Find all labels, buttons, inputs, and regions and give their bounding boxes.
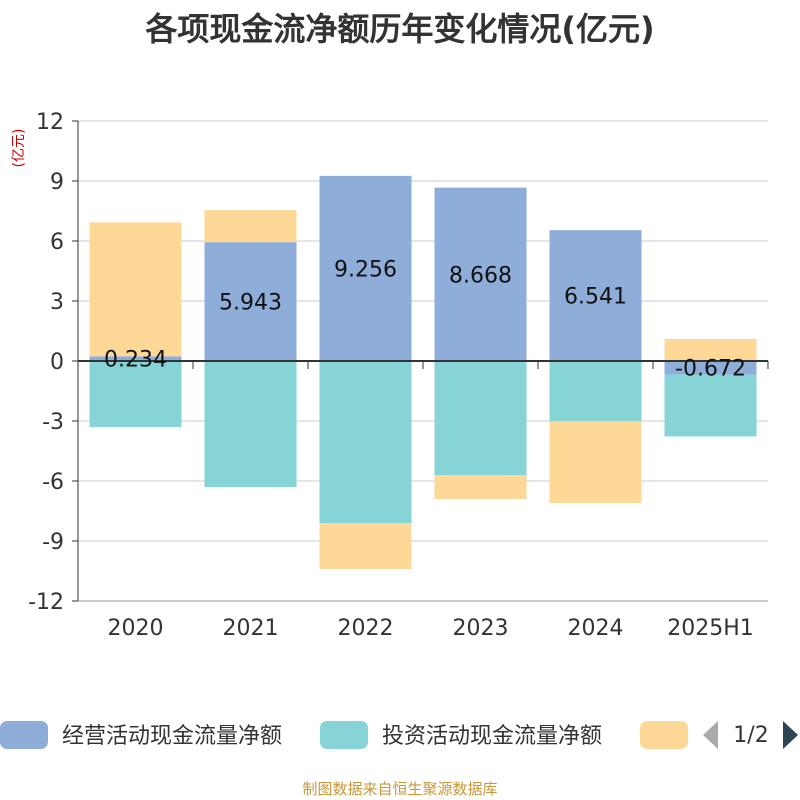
data-labels: 0.234 5.943 9.256 8.668 6.541 -0.672 [104,257,746,381]
bar-2025H1-series-2 [664,339,757,361]
x-tick-label: 2022 [338,616,394,641]
chart-title: 各项现金流净额历年变化情况(亿元) [145,10,655,48]
bar-2021-series-0 [204,242,297,361]
bar-2022-series-0 [319,175,412,361]
legend-next-arrow-icon [783,721,798,749]
bar-2020-series-1 [89,361,182,427]
axes: 12 9 6 3 0 -3 -6 -9 -12 2020 2021 2022 2023 2024 2025H… [28,110,769,641]
bars [89,175,757,569]
bar-2023-series-1 [434,361,527,475]
y-tick-label: 6 [50,230,64,255]
y-tick-label: 9 [50,170,64,195]
x-tick-label: 2020 [108,616,164,641]
y-tick-label: 3 [50,290,64,315]
data-label: 5.943 [219,291,282,316]
y-axis-label: (亿元) [11,129,27,168]
bar-2022-series-2 [319,523,412,569]
data-label: 8.668 [449,263,512,288]
bar-2025H1-series-1 [664,374,757,437]
data-label: 0.234 [104,348,167,373]
data-source-note: 制图数据来自恒生聚源数据库 [302,780,498,798]
bar-2024-series-0 [549,230,642,361]
bar-2023-series-0 [434,187,527,361]
legend: 经营活动现金流量净额 投资活动现金流量净额 1/2 [0,721,798,749]
bar-2025H1-series-0 [664,361,757,375]
y-tick-label: -3 [42,410,64,435]
bar-2021-series-2 [204,210,297,243]
bar-2024-series-2 [549,421,642,503]
x-tick-label: 2021 [223,616,279,641]
x-tick-label: 2024 [568,616,624,641]
legend-prev-arrow-icon [703,721,718,749]
legend-label: 投资活动现金流量净额 [382,724,602,749]
data-label: 6.541 [564,285,627,310]
legend-label: 经营活动现金流量净额 [62,724,282,749]
data-label: -0.672 [675,357,746,382]
y-tick-label: 0 [50,350,64,375]
y-tick-label: -12 [28,590,64,615]
bar-2024-series-1 [549,361,642,421]
y-tick-label: 12 [36,110,64,135]
y-tick-label: -9 [42,530,64,555]
legend-swatch [320,721,368,749]
legend-swatch [0,721,48,749]
bar-2020-series-0 [89,356,182,361]
data-label: 9.256 [334,257,397,282]
bar-2021-series-1 [204,361,297,487]
legend-page-indicator: 1/2 [733,723,768,748]
bar-2020-series-2 [89,222,182,357]
x-tick-label: 2025H1 [667,616,754,641]
x-tick-label: 2023 [453,616,509,641]
bar-2023-series-2 [434,475,527,499]
y-tick-label: -6 [42,470,64,495]
legend-swatch [640,721,688,749]
bar-2022-series-1 [319,361,412,523]
